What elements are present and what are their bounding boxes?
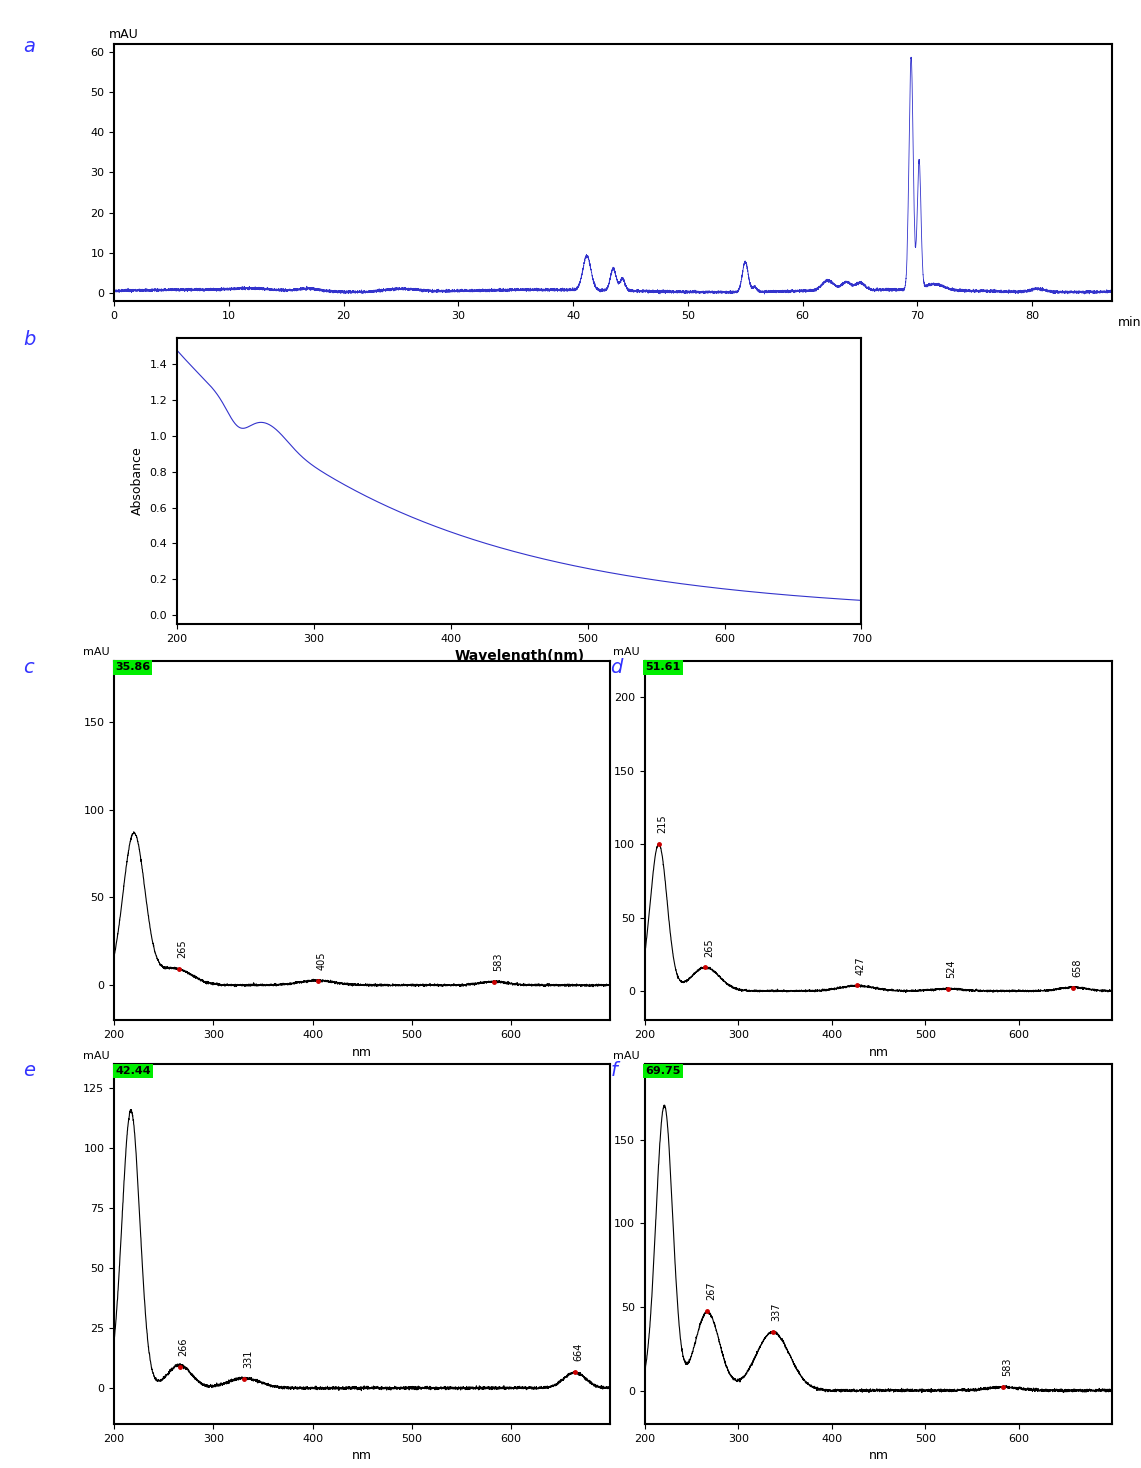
Text: b: b xyxy=(23,330,35,349)
Text: 267: 267 xyxy=(706,1282,717,1301)
Text: f: f xyxy=(610,1061,617,1080)
Text: mAU: mAU xyxy=(82,1051,110,1061)
Text: mAU: mAU xyxy=(614,1051,640,1061)
X-axis label: nm: nm xyxy=(353,1045,372,1058)
Text: 583: 583 xyxy=(1002,1358,1012,1376)
Text: 427: 427 xyxy=(856,956,866,975)
Text: mAU: mAU xyxy=(614,647,640,658)
Text: 69.75: 69.75 xyxy=(646,1066,681,1076)
Text: min: min xyxy=(1117,317,1141,329)
Text: mAU: mAU xyxy=(82,647,110,658)
Text: c: c xyxy=(23,658,33,677)
Text: 42.44: 42.44 xyxy=(115,1066,151,1076)
Text: 583: 583 xyxy=(493,953,503,972)
Text: 664: 664 xyxy=(574,1343,584,1361)
Text: e: e xyxy=(23,1061,35,1080)
Text: 265: 265 xyxy=(704,938,714,957)
X-axis label: nm: nm xyxy=(353,1449,372,1462)
Text: 266: 266 xyxy=(179,1337,188,1356)
Text: d: d xyxy=(610,658,623,677)
Y-axis label: Absobance: Absobance xyxy=(131,446,144,515)
Text: 337: 337 xyxy=(771,1302,782,1321)
Text: 658: 658 xyxy=(1071,959,1082,976)
Text: 35.86: 35.86 xyxy=(115,662,151,672)
Text: 405: 405 xyxy=(316,951,326,970)
Text: 331: 331 xyxy=(243,1349,253,1368)
X-axis label: nm: nm xyxy=(868,1449,889,1462)
Text: 215: 215 xyxy=(657,815,667,832)
X-axis label: Wavelength(nm): Wavelength(nm) xyxy=(454,649,584,664)
Text: a: a xyxy=(23,37,35,56)
Text: 51.61: 51.61 xyxy=(646,662,681,672)
Text: mAU: mAU xyxy=(110,28,139,41)
Text: 524: 524 xyxy=(947,959,956,978)
Text: 265: 265 xyxy=(178,940,187,959)
X-axis label: nm: nm xyxy=(868,1045,889,1058)
